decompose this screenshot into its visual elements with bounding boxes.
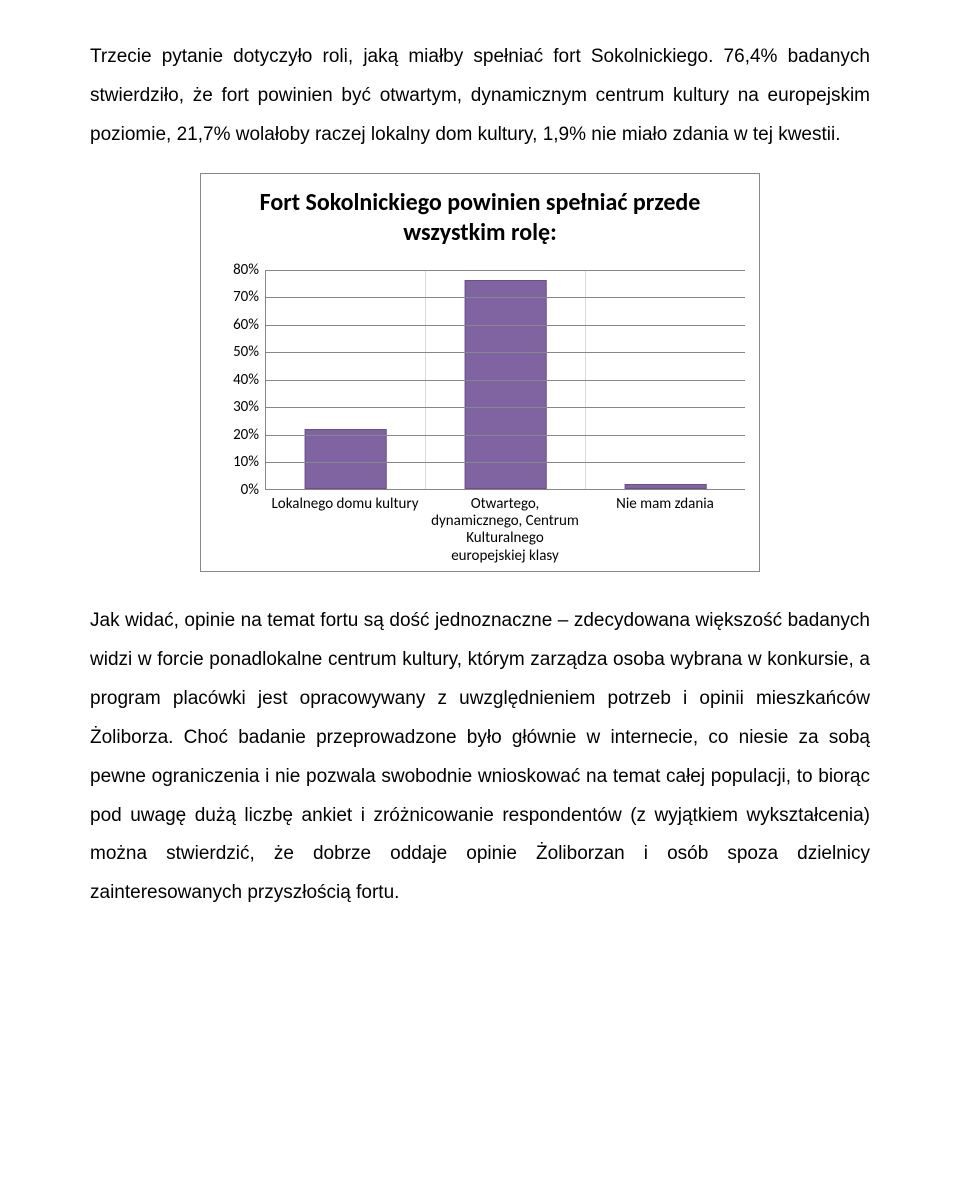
chart-x-label: Lokalnego domu kultury	[265, 490, 425, 567]
chart-gridline	[266, 407, 745, 408]
chart-bar	[624, 484, 707, 489]
chart-y-axis: 80%70%60%50%40%30%20%10%0%	[215, 270, 265, 490]
chart-gridline	[266, 270, 745, 271]
chart-gridline	[266, 435, 745, 436]
chart-x-axis: Lokalnego domu kulturyOtwartego, dynamic…	[265, 490, 745, 567]
chart-gridline	[266, 380, 745, 381]
chart-title: Fort Sokolnickiego powinien spełniać prz…	[225, 188, 735, 248]
chart-bar	[464, 280, 547, 489]
chart-plot-area	[265, 270, 745, 490]
chart-plot-row: 80%70%60%50%40%30%20%10%0%	[215, 270, 745, 490]
chart-gridline	[266, 297, 745, 298]
paragraph-intro: Trzecie pytanie dotyczyło roli, jaką mia…	[90, 38, 870, 155]
document-page: Trzecie pytanie dotyczyło roli, jaką mia…	[0, 0, 960, 981]
chart-gridline	[266, 325, 745, 326]
chart-gridline	[266, 462, 745, 463]
chart-x-label: Nie mam zdania	[585, 490, 745, 567]
paragraph-analysis: Jak widać, opinie na temat fortu są dość…	[90, 602, 870, 914]
chart-x-label: Otwartego, dynamicznego, Centrum Kultura…	[425, 490, 585, 567]
bar-chart: Fort Sokolnickiego powinien spełniać prz…	[200, 173, 760, 572]
chart-gridline	[266, 352, 745, 353]
chart-bar	[304, 429, 387, 488]
